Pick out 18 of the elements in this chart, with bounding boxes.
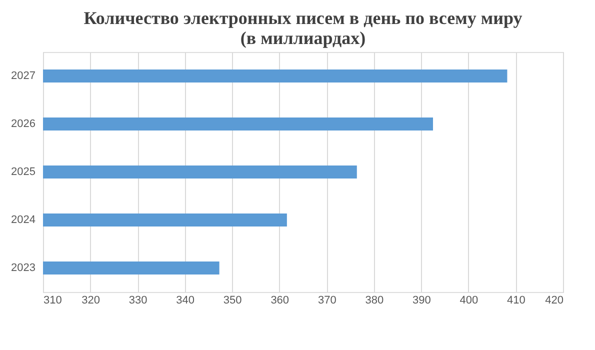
y-tick-label: 2027 [11,70,36,82]
x-tick-label: 420 [545,294,564,306]
y-tick-label: 2026 [11,118,36,130]
x-tick-label: 370 [318,294,336,306]
x-tick-label: 330 [128,294,148,306]
y-tick-label: 2025 [11,166,36,178]
y-tick-label: 2023 [11,262,36,274]
x-tick-label: 320 [82,294,100,306]
x-tick-label: 340 [176,294,194,306]
x-tick-label: 360 [270,294,290,306]
y-tick-label: 2024 [11,214,36,226]
x-tick-label: 410 [507,294,526,306]
x-tick-label: 400 [460,294,478,306]
x-tick-label: 350 [223,294,242,306]
x-tick-label: 380 [365,294,384,306]
chart-title: Количество электронных писем в день по всему миру (в миллиардах) [84,8,522,48]
x-tick-label: 390 [412,294,431,306]
x-tick-label: 310 [44,294,62,306]
